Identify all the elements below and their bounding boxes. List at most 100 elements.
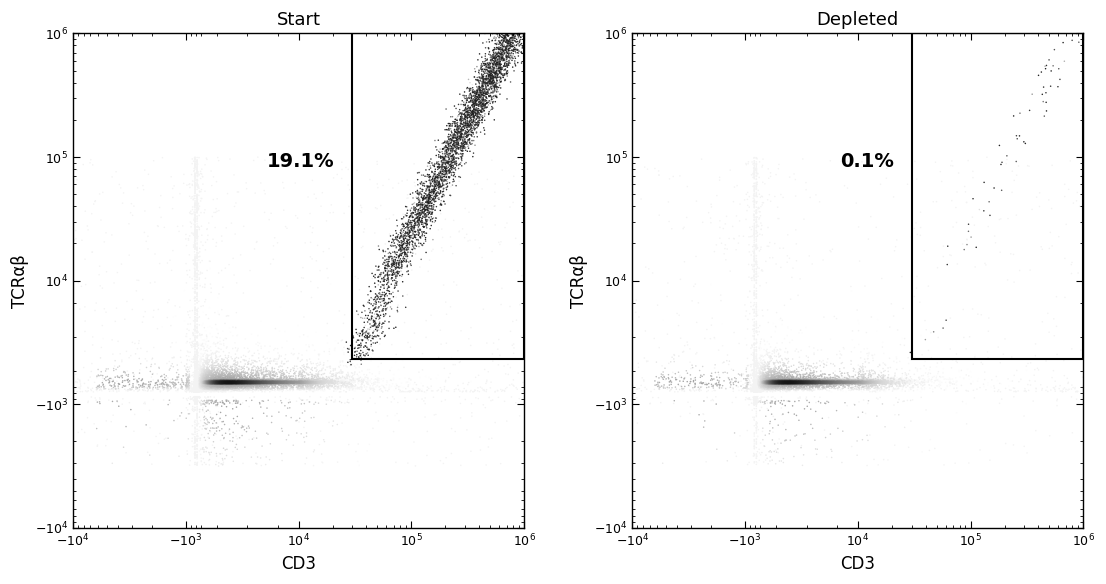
Point (326, 377, 344, 386)
Point (770, 378, 787, 388)
Point (862, 376, 879, 385)
Point (208, 387, 226, 396)
Point (787, 378, 805, 387)
Point (197, 379, 215, 388)
Point (783, 375, 801, 384)
Point (219, 372, 237, 381)
Point (803, 379, 821, 388)
Point (864, 376, 881, 385)
Point (718, 356, 735, 366)
Point (802, 378, 820, 388)
Point (210, 378, 228, 387)
Point (222, 380, 240, 390)
Point (248, 376, 265, 385)
Point (135, 380, 153, 389)
Point (196, 376, 213, 385)
Point (200, 380, 218, 389)
Point (488, 57, 505, 67)
Point (247, 371, 264, 380)
Point (774, 374, 792, 384)
Point (773, 378, 791, 387)
Point (207, 373, 225, 382)
Point (315, 377, 333, 387)
Point (828, 378, 846, 387)
Point (239, 376, 257, 385)
Point (800, 375, 817, 384)
Point (253, 364, 271, 374)
Point (854, 370, 872, 379)
Point (185, 231, 202, 240)
Point (194, 380, 211, 389)
Point (883, 377, 900, 387)
Point (209, 376, 227, 385)
Point (188, 409, 206, 418)
Point (223, 376, 241, 385)
Point (299, 381, 316, 390)
Point (341, 380, 358, 389)
Point (795, 376, 813, 385)
Point (201, 378, 219, 388)
Point (894, 382, 911, 391)
Point (237, 375, 254, 384)
Point (210, 380, 228, 389)
Point (240, 378, 258, 387)
Point (221, 378, 239, 388)
Point (841, 377, 858, 387)
Point (763, 378, 781, 388)
Point (492, 39, 510, 48)
Point (188, 409, 206, 419)
Point (204, 374, 221, 384)
Point (196, 362, 213, 371)
Point (186, 232, 204, 242)
Point (802, 378, 820, 387)
Point (260, 376, 278, 385)
Point (505, 56, 523, 65)
Point (215, 377, 232, 386)
Point (750, 381, 768, 390)
Point (191, 381, 209, 391)
Point (243, 384, 261, 394)
Point (852, 362, 869, 371)
Point (778, 380, 795, 389)
Point (868, 373, 886, 382)
Point (298, 382, 315, 391)
Point (411, 262, 429, 272)
Point (295, 376, 313, 385)
Point (793, 378, 811, 387)
Point (484, 46, 502, 55)
Point (495, 70, 513, 79)
Point (457, 204, 474, 213)
Point (286, 380, 304, 390)
Point (438, 152, 456, 162)
Point (211, 378, 229, 387)
Point (208, 380, 226, 390)
Point (795, 377, 813, 387)
Point (504, 42, 522, 51)
Point (771, 379, 789, 388)
Point (760, 378, 778, 388)
Point (781, 377, 799, 387)
Point (763, 376, 781, 385)
Point (197, 377, 215, 387)
Point (759, 379, 776, 388)
Point (219, 377, 237, 386)
Point (455, 126, 472, 135)
Point (841, 375, 858, 384)
Point (199, 378, 217, 388)
Point (783, 377, 801, 387)
Point (811, 377, 828, 386)
Point (262, 383, 280, 392)
Point (275, 373, 293, 382)
Point (226, 378, 243, 387)
Point (793, 377, 811, 386)
Point (789, 378, 806, 388)
Point (761, 377, 779, 387)
Point (252, 377, 270, 387)
Point (760, 381, 778, 390)
Point (773, 378, 791, 387)
Point (773, 376, 791, 385)
Point (479, 69, 497, 78)
Point (201, 376, 219, 385)
Point (440, 125, 458, 134)
Point (239, 378, 257, 388)
